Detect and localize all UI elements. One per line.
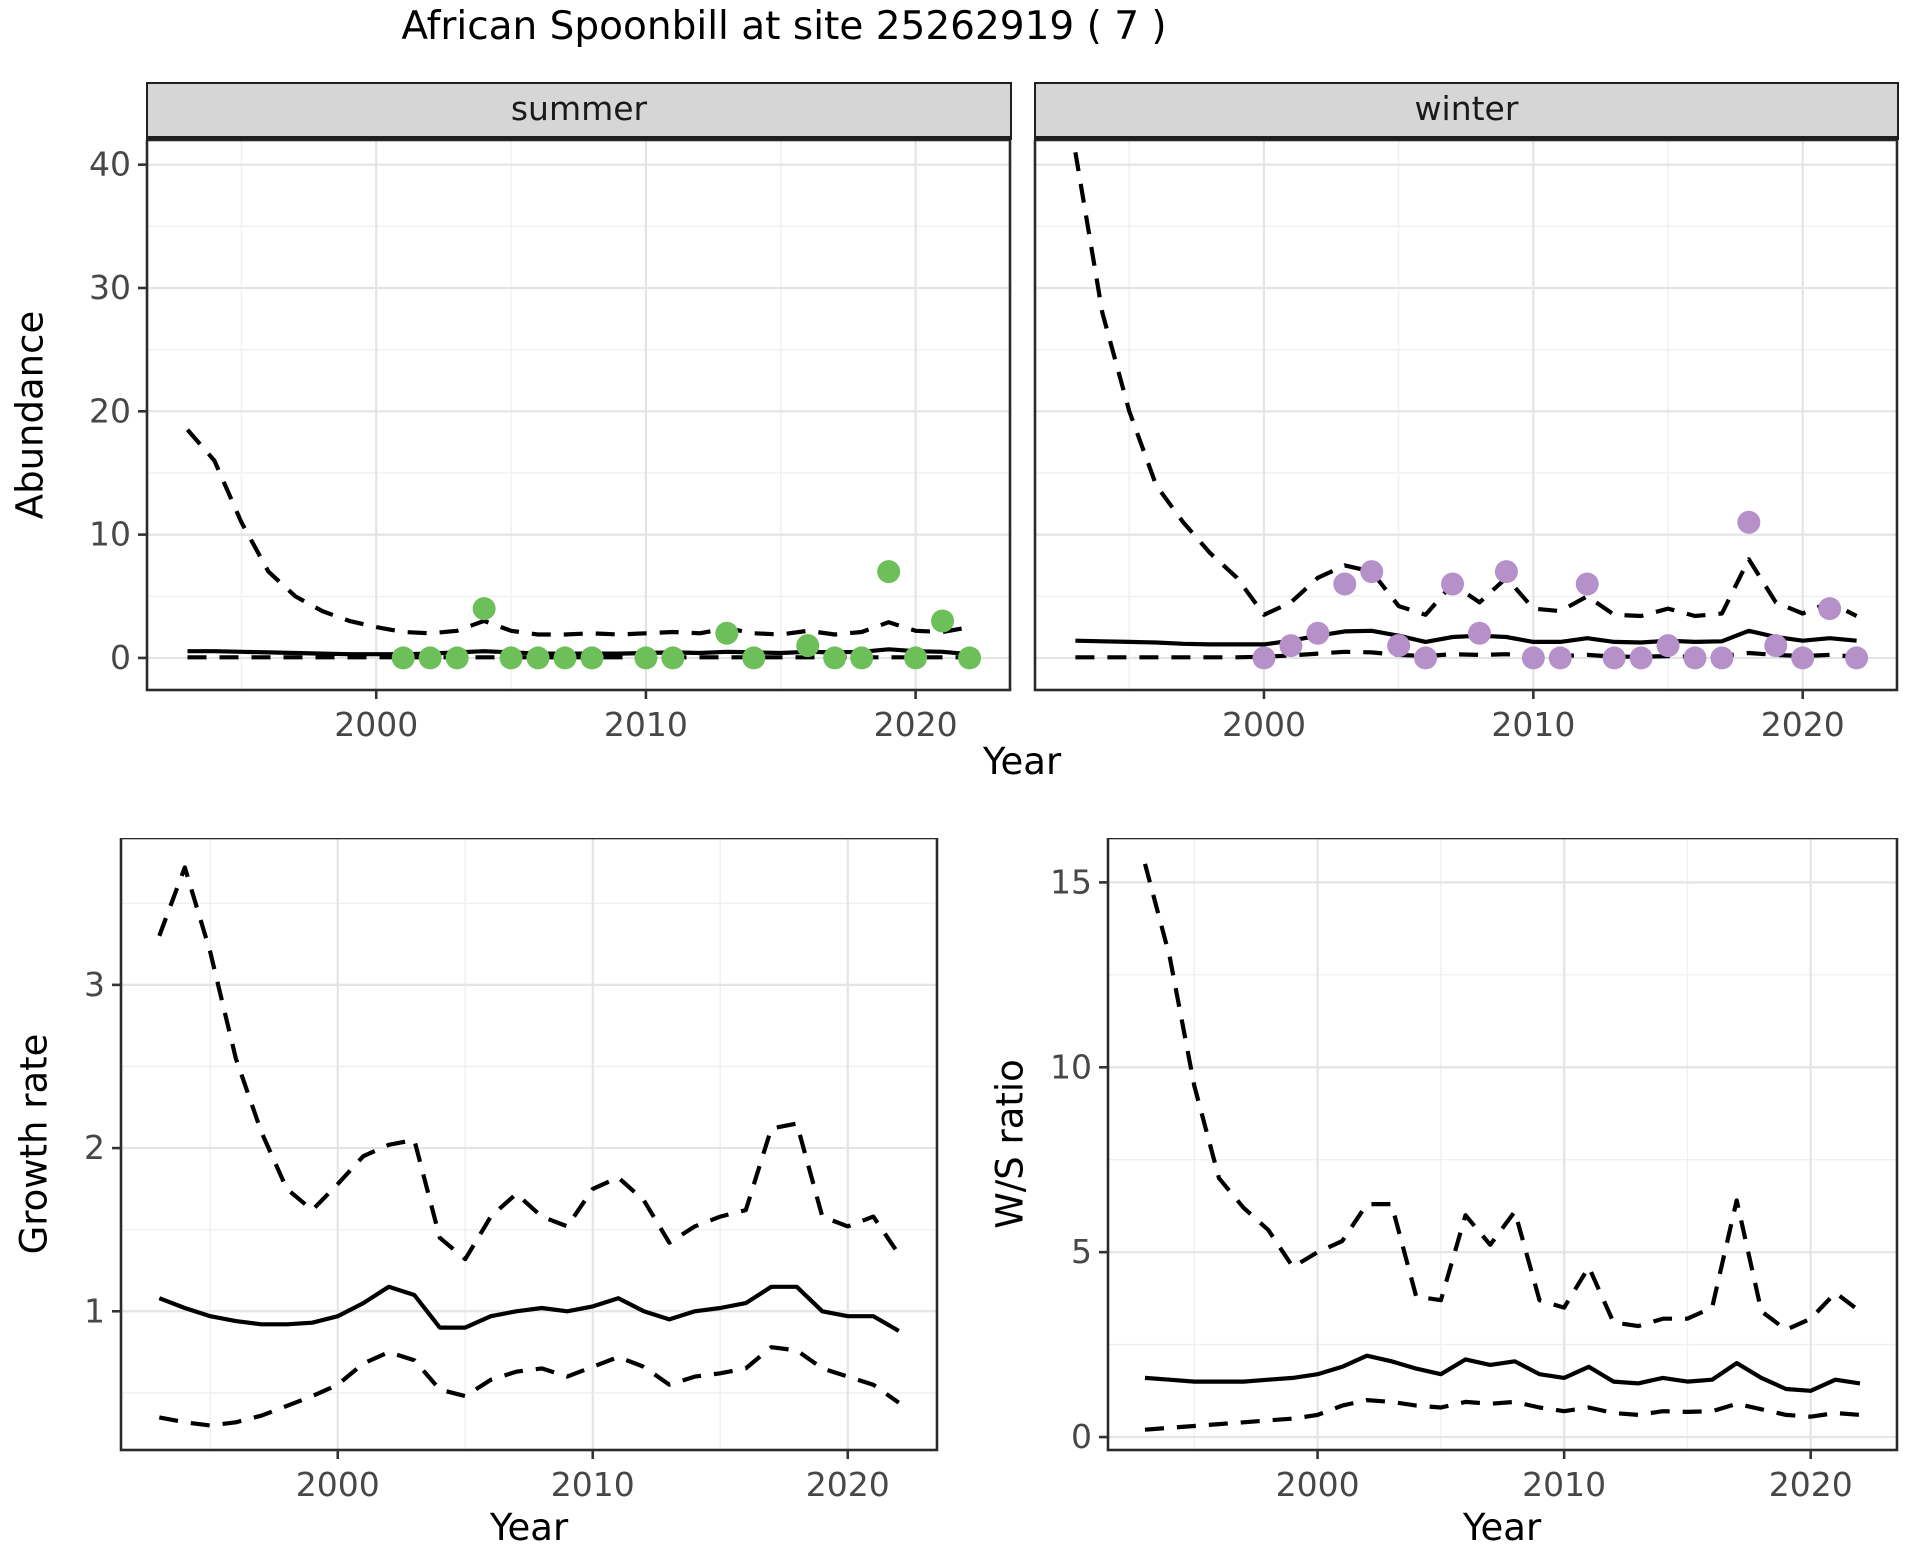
facet-strip-summer-label: summer bbox=[510, 89, 648, 128]
panel-growth-rate: 2000 2010 2020 1 2 3 bbox=[84, 838, 939, 1504]
svg-text:2000: 2000 bbox=[1222, 705, 1306, 744]
svg-text:2020: 2020 bbox=[806, 1465, 890, 1504]
facet-strip-winter-label: winter bbox=[1414, 89, 1519, 128]
panel-abundance-winter: 2000 2010 2020 bbox=[1033, 140, 1899, 744]
svg-text:2000: 2000 bbox=[296, 1465, 380, 1504]
svg-text:2010: 2010 bbox=[1522, 1465, 1606, 1504]
svg-text:2: 2 bbox=[84, 1128, 105, 1167]
svg-text:0: 0 bbox=[1071, 1417, 1092, 1456]
svg-text:2020: 2020 bbox=[1761, 705, 1845, 744]
chart-title: African Spoonbill at site 25262919 ( 7 ) bbox=[401, 4, 1167, 49]
svg-text:30: 30 bbox=[89, 268, 131, 307]
svg-text:40: 40 bbox=[89, 145, 131, 184]
panel-abundance-summer: 2000 2010 2020 0 10 20 30 40 bbox=[89, 140, 1012, 744]
facet-strip-summer: summer bbox=[146, 82, 1012, 140]
svg-text:5: 5 bbox=[1071, 1232, 1092, 1271]
svg-text:1: 1 bbox=[84, 1291, 105, 1330]
svg-text:15: 15 bbox=[1050, 862, 1092, 901]
svg-text:0: 0 bbox=[110, 638, 131, 677]
panel-ws-ratio: 2000 2010 2020 0 5 10 15 bbox=[1050, 838, 1899, 1504]
svg-text:2020: 2020 bbox=[1769, 1465, 1853, 1504]
facet-strip-winter: winter bbox=[1034, 82, 1899, 140]
svg-text:3: 3 bbox=[84, 965, 105, 1004]
svg-text:2020: 2020 bbox=[874, 705, 958, 744]
y-axis-title-abundance: Abundance bbox=[8, 310, 52, 520]
x-axis-title-growth-rate: Year bbox=[489, 1506, 569, 1549]
svg-text:10: 10 bbox=[89, 515, 131, 554]
svg-text:2010: 2010 bbox=[551, 1465, 635, 1504]
svg-text:2000: 2000 bbox=[1276, 1465, 1360, 1504]
y-axis-title-ws-ratio: W/S ratio bbox=[988, 1059, 1032, 1229]
svg-text:20: 20 bbox=[89, 391, 131, 430]
x-axis-title-ws-ratio: Year bbox=[1462, 1506, 1542, 1549]
svg-text:2010: 2010 bbox=[1491, 705, 1575, 744]
x-axis-title-abundance: Year bbox=[982, 740, 1062, 783]
svg-text:2010: 2010 bbox=[604, 705, 688, 744]
svg-text:10: 10 bbox=[1050, 1047, 1092, 1086]
svg-text:2000: 2000 bbox=[334, 705, 418, 744]
